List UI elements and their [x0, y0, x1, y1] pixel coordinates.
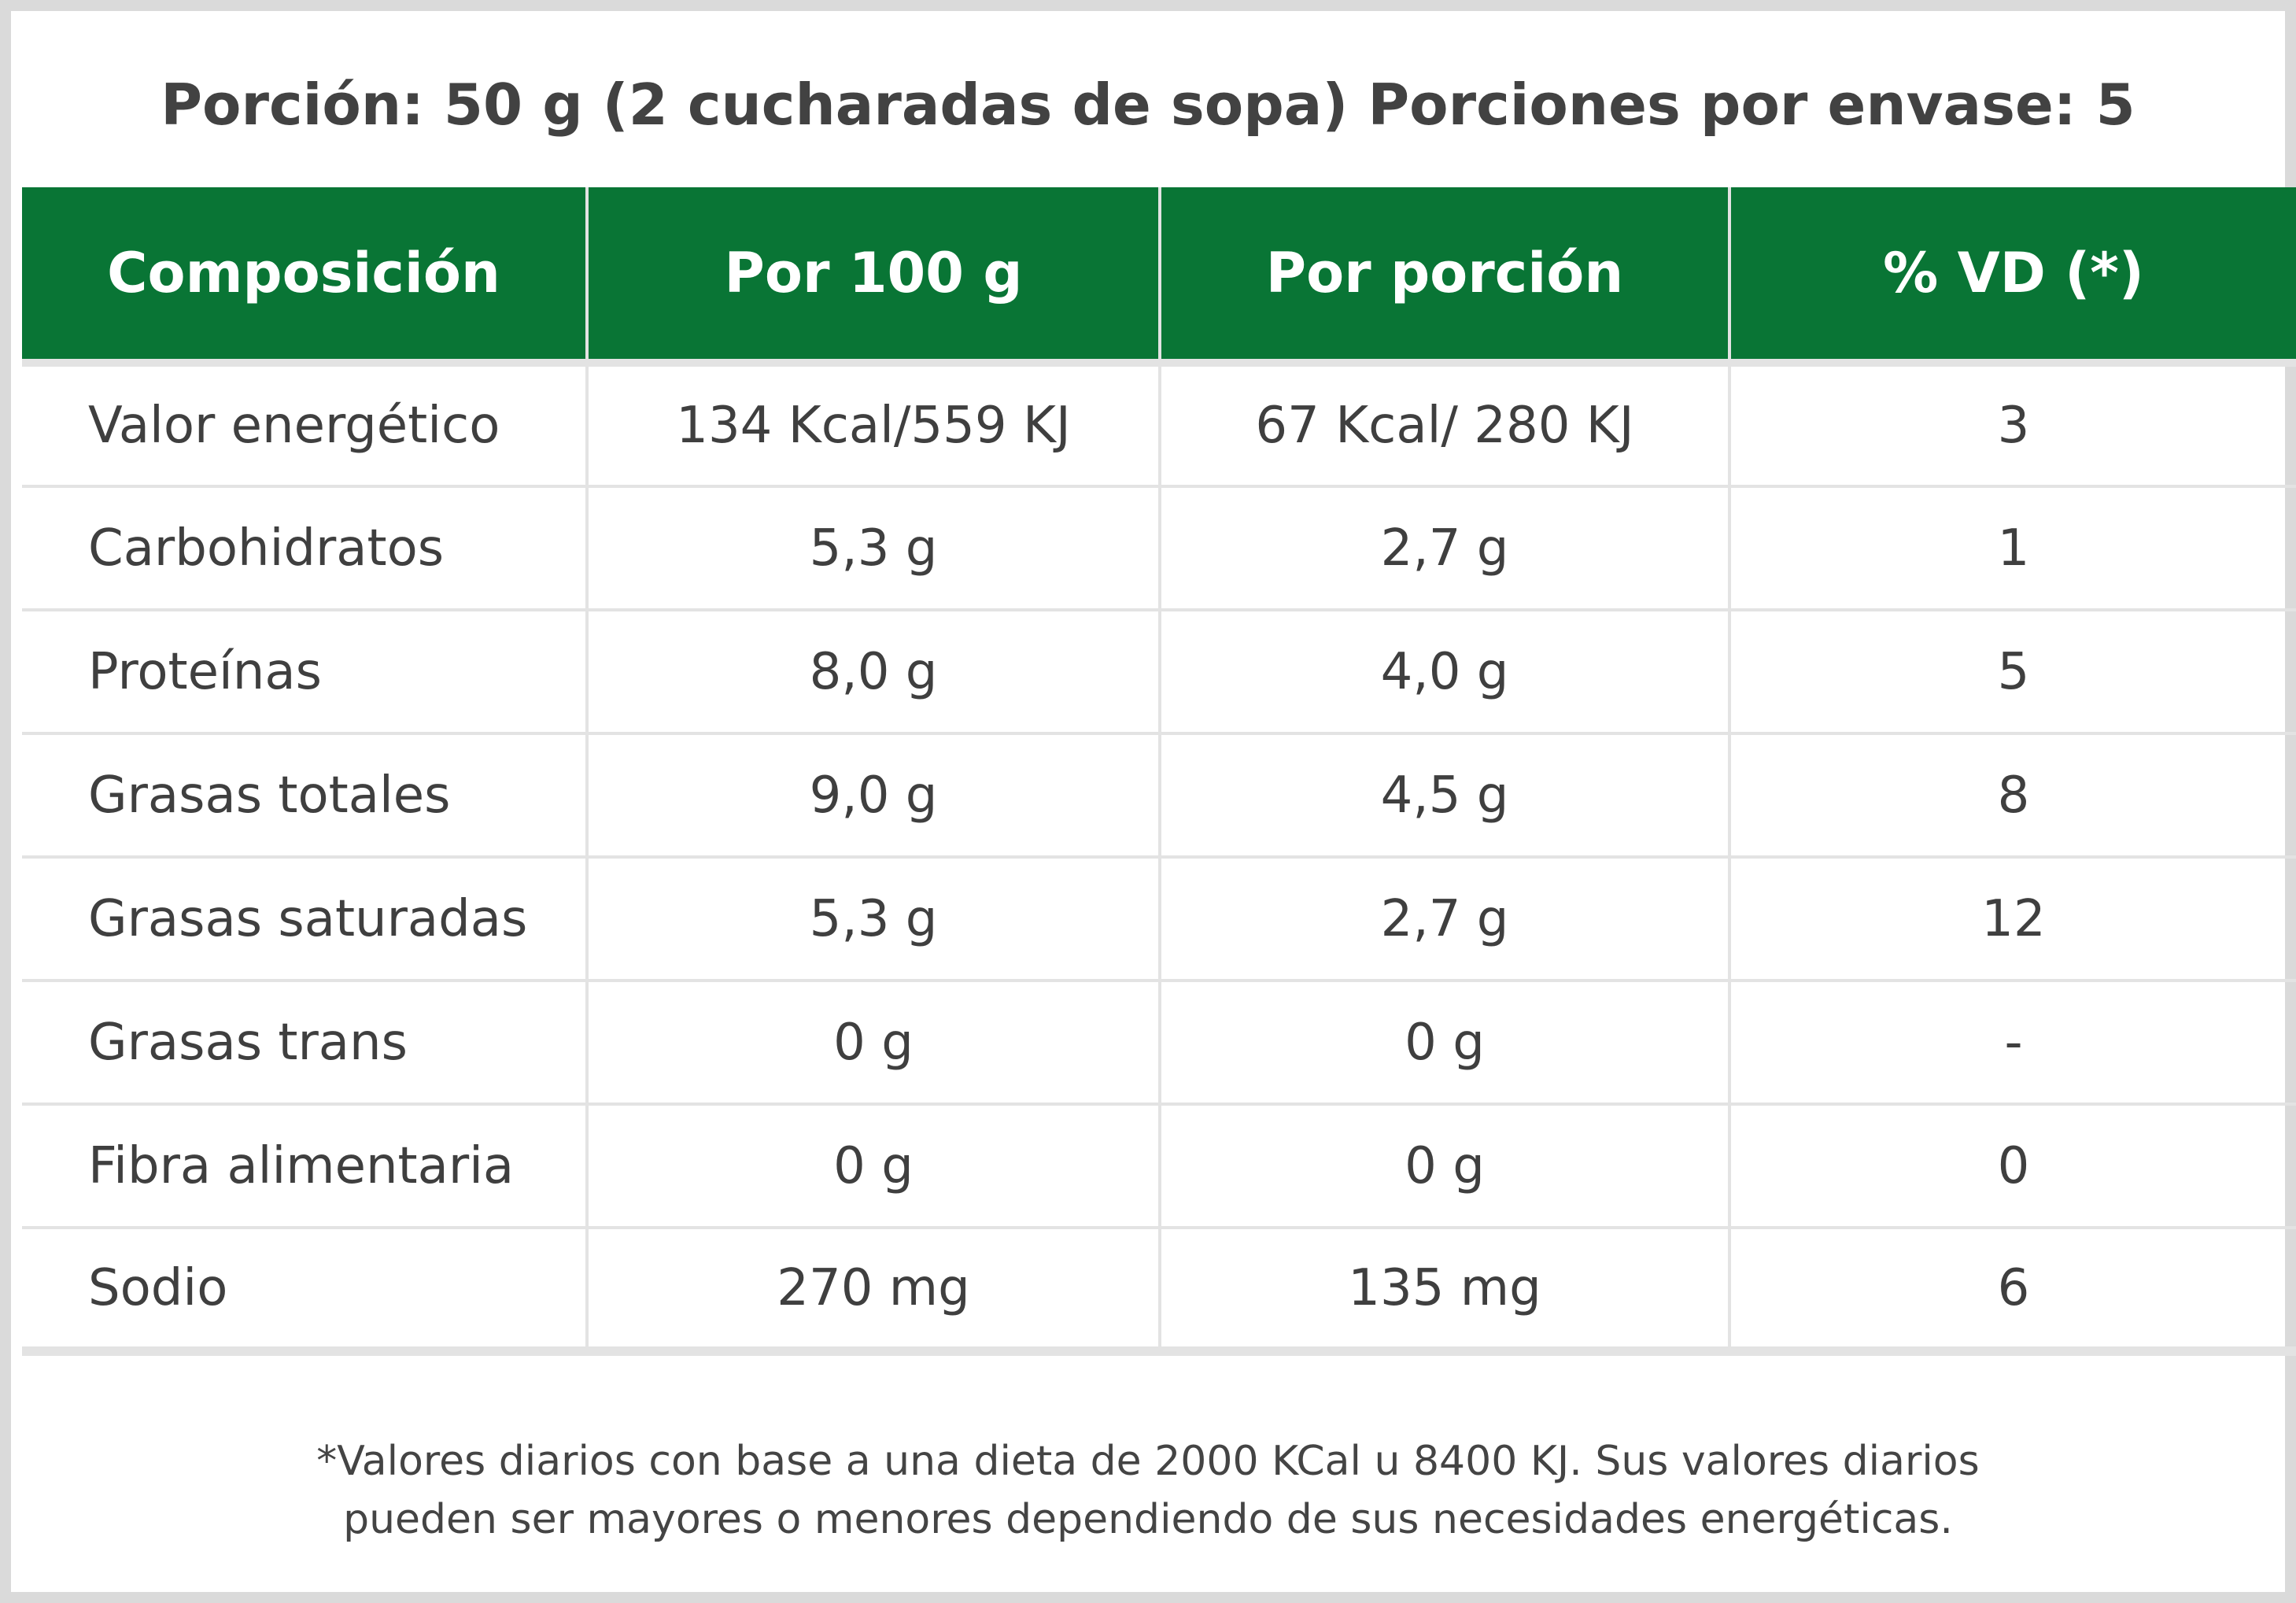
nutrient-name: Sodio — [22, 1228, 587, 1356]
value-per-100g: 270 mg — [585, 1228, 1160, 1356]
nutrient-name: Grasas totales — [22, 733, 587, 859]
value-per-100g: 0 g — [585, 981, 1160, 1106]
value-per-portion: 4,0 g — [1158, 610, 1729, 735]
nutrient-name: Grasas saturadas — [22, 857, 587, 982]
value-per-100g: 9,0 g — [585, 733, 1160, 859]
value-per-100g: 5,3 g — [585, 857, 1160, 982]
serving-info-title: Porción: 50 g (2 cucharadas de sopa) Por… — [161, 72, 2135, 138]
footnote-line-1: *Valores diarios con base a una dieta de… — [316, 1438, 1980, 1485]
value-per-portion: 2,7 g — [1158, 486, 1729, 611]
value-vd: 5 — [1728, 610, 2296, 735]
nutrition-table: Composición Por 100 g Por porción % VD (… — [22, 187, 2296, 1356]
value-vd: - — [1728, 981, 2296, 1106]
nutrient-name: Carbohidratos — [22, 486, 587, 611]
value-per-100g: 0 g — [585, 1104, 1160, 1229]
value-vd: 12 — [1728, 857, 2296, 982]
value-vd: 8 — [1728, 733, 2296, 859]
header-por-porcion: Por porción — [1158, 187, 1729, 367]
value-per-100g: 5,3 g — [585, 486, 1160, 611]
nutrient-name: Valor energético — [22, 363, 587, 488]
table-row: Grasas totales 9,0 g 4,5 g 8 — [22, 733, 2296, 859]
table-row: Valor energético 134 Kcal/559 KJ 67 Kcal… — [22, 363, 2296, 488]
value-vd: 3 — [1728, 363, 2296, 488]
table-header-row: Composición Por 100 g Por porción % VD (… — [22, 187, 2296, 367]
table-row: Grasas saturadas 5,3 g 2,7 g 12 — [22, 857, 2296, 982]
nutrient-name: Fibra alimentaria — [22, 1104, 587, 1229]
nutrient-name: Proteínas — [22, 610, 587, 735]
value-vd: 0 — [1728, 1104, 2296, 1229]
table-row: Sodio 270 mg 135 mg 6 — [22, 1228, 2296, 1356]
value-per-portion: 0 g — [1158, 1104, 1729, 1229]
value-per-100g: 8,0 g — [585, 610, 1160, 735]
value-per-portion: 4,5 g — [1158, 733, 1729, 859]
header-composicion: Composición — [22, 187, 587, 367]
value-vd: 1 — [1728, 486, 2296, 611]
table-row: Proteínas 8,0 g 4,0 g 5 — [22, 610, 2296, 735]
daily-values-footnote: *Valores diarios con base a una dieta de… — [22, 1380, 2274, 1601]
value-per-portion: 2,7 g — [1158, 857, 1729, 982]
table-row: Carbohidratos 5,3 g 2,7 g 1 — [22, 486, 2296, 611]
value-vd: 6 — [1728, 1228, 2296, 1356]
table-row: Fibra alimentaria 0 g 0 g 0 — [22, 1104, 2296, 1229]
table-row: Grasas trans 0 g 0 g - — [22, 981, 2296, 1106]
header-vd: % VD (*) — [1728, 187, 2296, 367]
nutrient-name: Grasas trans — [22, 981, 587, 1106]
header-por-100g: Por 100 g — [585, 187, 1160, 367]
value-per-portion: 0 g — [1158, 981, 1729, 1106]
value-per-portion: 67 Kcal/ 280 KJ — [1158, 363, 1729, 488]
value-per-portion: 135 mg — [1158, 1228, 1729, 1356]
value-per-100g: 134 Kcal/559 KJ — [585, 363, 1160, 488]
footnote-line-2: pueden ser mayores o menores dependiendo… — [343, 1496, 1953, 1543]
